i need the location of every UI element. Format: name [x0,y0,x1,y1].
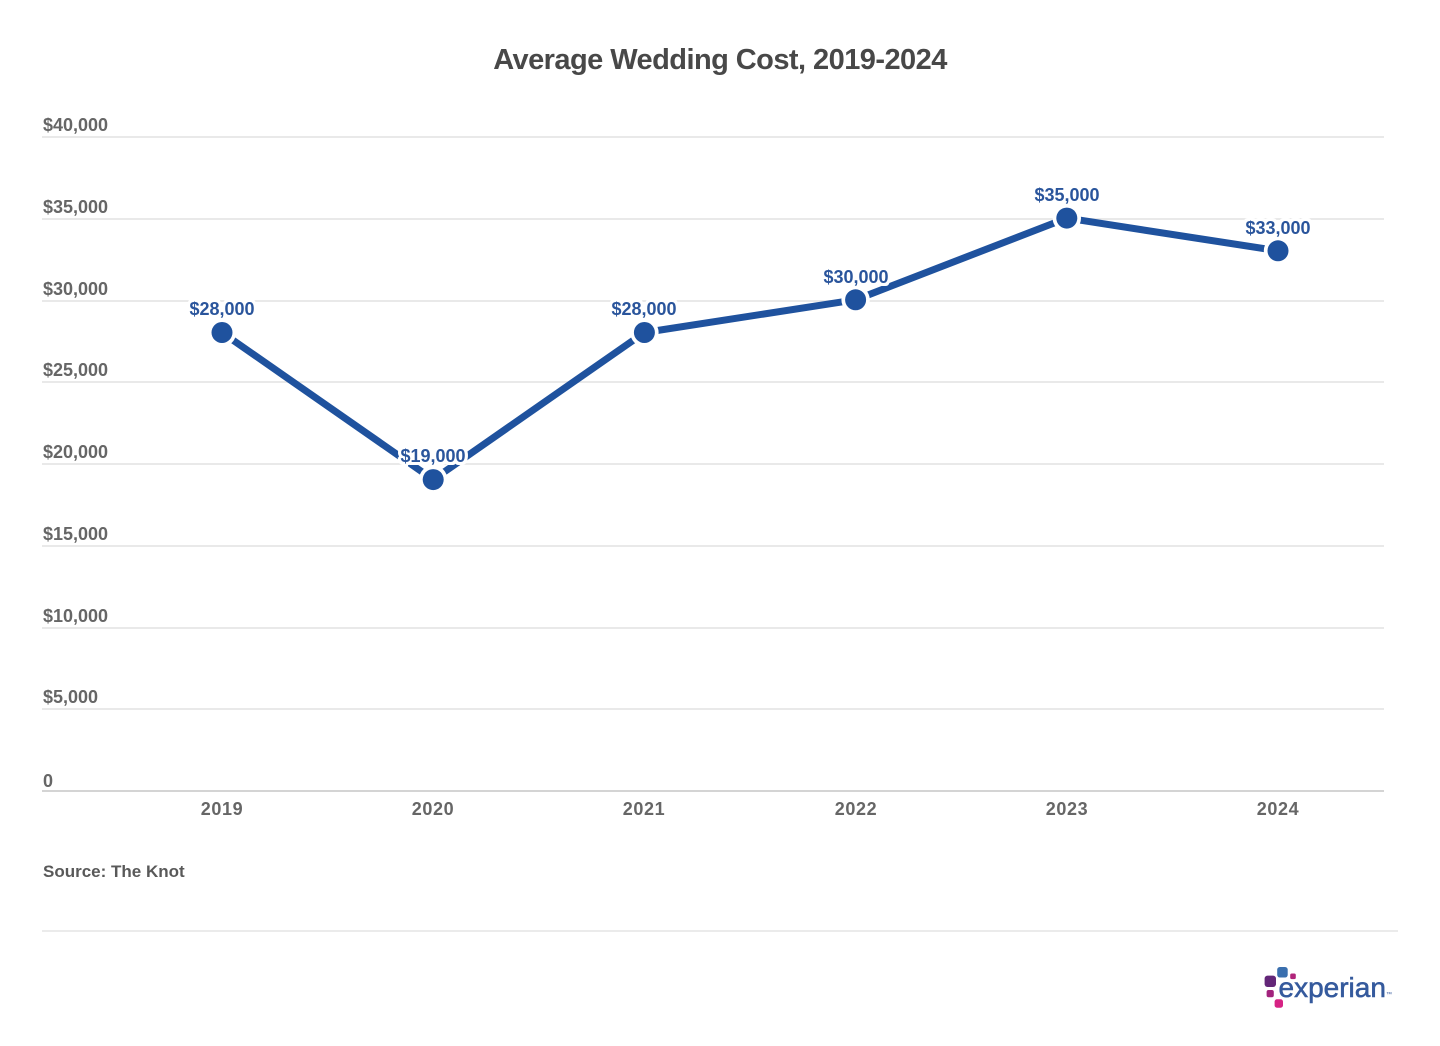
svg-text:™: ™ [1386,991,1392,998]
svg-text:experian: experian [1279,972,1386,1003]
